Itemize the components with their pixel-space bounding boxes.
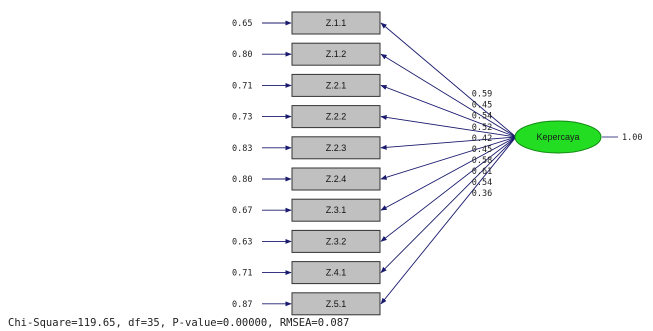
loading-label: 0.45 (472, 145, 492, 155)
indicator-box (291, 42, 381, 66)
loading-label: 0.52 (472, 123, 492, 133)
indicator-label: Z.1.1 (326, 18, 347, 28)
error-terms: 0.65 0.80 0.71 0.73 0.83 0.80 0.67 0.63 0.71 0.87 (232, 19, 292, 310)
indicator-label: Z.3.1 (326, 205, 347, 215)
indicator-label: Z.4.1 (326, 268, 347, 278)
loading-path (380, 84, 517, 138)
indicator-box (291, 11, 381, 35)
indicator-box (291, 136, 381, 160)
error-variance-label: 0.87 (232, 300, 252, 310)
indicator-label: Z.2.3 (326, 143, 347, 153)
loading-path (380, 53, 517, 138)
indicator-label: Z.3.2 (326, 236, 347, 246)
loading-label: 0.54 (472, 178, 492, 188)
indicator-box (291, 167, 381, 191)
error-variance-label: 0.83 (232, 144, 252, 154)
indicator-box (291, 292, 381, 316)
loading-labels: 0.590.450.540.520.420.450.580.610.540.36 (472, 90, 492, 200)
indicator-box (291, 73, 381, 97)
loading-label: 0.59 (472, 90, 492, 100)
indicator-box (291, 261, 381, 285)
loading-path (380, 136, 517, 242)
loading-path (380, 136, 517, 150)
error-variance-label: 0.73 (232, 113, 252, 123)
latent-variance-label: 1.00 (622, 133, 642, 143)
loading-label: 0.42 (472, 134, 492, 144)
latent-ellipse (514, 120, 602, 154)
indicator-label: Z.2.2 (326, 112, 347, 122)
error-variance-label: 0.80 (232, 50, 252, 60)
indicator-box (291, 229, 381, 253)
loading-paths (380, 22, 517, 305)
error-variance-label: 0.71 (232, 81, 252, 91)
error-variance-label: 0.67 (232, 206, 252, 216)
loading-path (380, 136, 517, 274)
error-variance-label: 0.71 (232, 269, 252, 279)
loading-label: 0.36 (472, 189, 492, 199)
indicator-label: Z.2.1 (326, 80, 347, 90)
loading-path (380, 136, 517, 305)
error-variance-label: 0.63 (232, 237, 252, 247)
latent-variable: Kepercaya 1.00 (514, 120, 642, 154)
loading-path (380, 136, 517, 211)
indicator-label: Z.2.4 (326, 174, 347, 184)
loading-path (380, 136, 517, 180)
loading-label: 0.58 (472, 156, 492, 166)
indicator-box (291, 105, 381, 129)
loading-label: 0.45 (472, 101, 492, 111)
fit-statistics: Chi-Square=119.65, df=35, P-value=0.0000… (8, 317, 349, 329)
loading-path (380, 114, 517, 138)
indicator-label: Z.1.2 (326, 49, 347, 59)
loading-label: 0.61 (472, 167, 492, 177)
indicator-box (291, 198, 381, 222)
loading-label: 0.54 (472, 112, 492, 122)
indicator-boxes: Z.1.1 Z.1.2 Z.2.1 Z.2.2 Z.2.3 Z.2.4 Z.3.1 Z.3.2… (291, 11, 381, 316)
indicator-label: Z.5.1 (326, 299, 347, 309)
latent-label: Kepercaya (536, 132, 579, 142)
error-variance-label: 0.80 (232, 175, 252, 185)
error-variance-label: 0.65 (232, 19, 252, 29)
loading-path (380, 22, 517, 138)
